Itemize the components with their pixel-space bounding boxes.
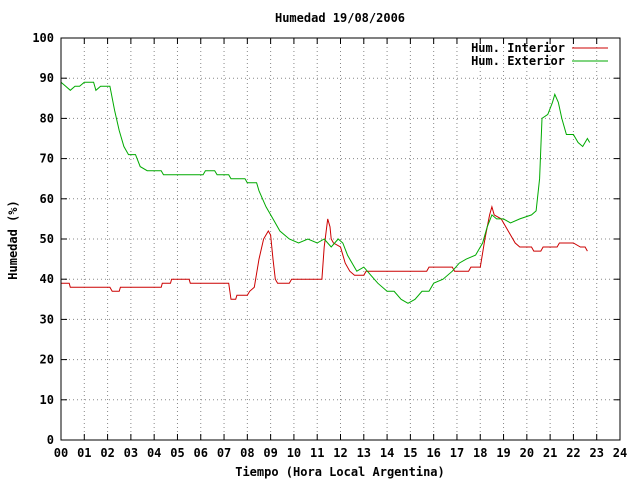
- y-axis-label: Humedad (%): [6, 200, 20, 279]
- x-tick-label: 07: [217, 446, 231, 460]
- plot-frame: [60, 37, 621, 441]
- x-tick-label: 08: [240, 446, 254, 460]
- legend-label-exterior: Hum. Exterior: [471, 54, 565, 68]
- x-tick-label: 23: [589, 446, 603, 460]
- x-tick-label: 14: [380, 446, 394, 460]
- y-tick-label: 20: [40, 353, 54, 367]
- x-tick-label: 12: [333, 446, 347, 460]
- series-line-interior: [61, 204, 588, 300]
- axis-ticks: 00 01 02 03 04 05 06 07 08 09 10 11 12 13 14 15 16 17 18 19…: [32, 31, 627, 460]
- x-tick-label: 02: [100, 446, 114, 460]
- x-tick-label: 09: [263, 446, 277, 460]
- grid-lines: [61, 38, 620, 440]
- y-tick-label: 10: [40, 393, 54, 407]
- x-tick-label: 06: [194, 446, 208, 460]
- x-tick-label: 10: [287, 446, 301, 460]
- series-line-exterior: [60, 81, 591, 304]
- x-tick-label: 15: [403, 446, 417, 460]
- x-axis-label: Tiempo (Hora Local Argentina): [235, 465, 445, 479]
- y-tick-label: 40: [40, 272, 54, 286]
- x-tick-label: 03: [124, 446, 138, 460]
- y-tick-label: 0: [47, 433, 54, 447]
- legend: Hum. Interior Hum. Exterior: [471, 41, 608, 68]
- x-tick-label: 21: [543, 446, 557, 460]
- x-tick-label: 00: [54, 446, 68, 460]
- x-tick-label: 11: [310, 446, 324, 460]
- x-tick-label: 05: [170, 446, 184, 460]
- x-tick-label: 17: [450, 446, 464, 460]
- x-tick-label: 16: [426, 446, 440, 460]
- y-tick-label: 50: [40, 232, 54, 246]
- x-tick-label: 19: [496, 446, 510, 460]
- x-tick-label: 18: [473, 446, 487, 460]
- legend-item-interior: Hum. Interior: [471, 41, 608, 55]
- legend-item-exterior: Hum. Exterior: [471, 54, 608, 68]
- x-tick-label: 13: [357, 446, 371, 460]
- legend-label-interior: Hum. Interior: [471, 41, 565, 55]
- y-tick-label: 60: [40, 192, 54, 206]
- y-tick-label: 100: [32, 31, 54, 45]
- x-tick-label: 22: [566, 446, 580, 460]
- x-tick-label: 01: [77, 446, 91, 460]
- y-tick-label: 30: [40, 312, 54, 326]
- x-tick-label: 24: [613, 446, 627, 460]
- chart-title: Humedad 19/08/2006: [275, 11, 405, 25]
- series-layer: [60, 81, 591, 304]
- x-tick-label: 20: [520, 446, 534, 460]
- y-tick-label: 80: [40, 111, 54, 125]
- y-tick-label: 90: [40, 71, 54, 85]
- y-tick-label: 70: [40, 152, 54, 166]
- x-tick-label: 04: [147, 446, 161, 460]
